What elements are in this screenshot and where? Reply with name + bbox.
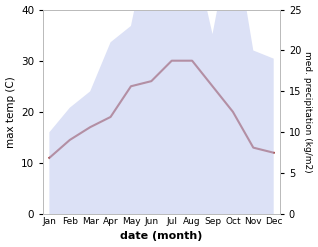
Y-axis label: med. precipitation (kg/m2): med. precipitation (kg/m2) xyxy=(303,51,313,173)
X-axis label: date (month): date (month) xyxy=(120,231,203,242)
Y-axis label: max temp (C): max temp (C) xyxy=(5,76,16,148)
